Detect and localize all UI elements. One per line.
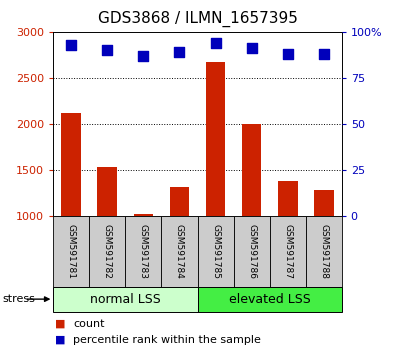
Text: percentile rank within the sample: percentile rank within the sample [73, 335, 261, 345]
Text: GSM591787: GSM591787 [283, 224, 292, 279]
Text: count: count [73, 319, 105, 329]
Point [213, 40, 219, 46]
Bar [278, 181, 297, 216]
Point [320, 51, 327, 57]
Text: GSM591788: GSM591788 [319, 224, 328, 279]
Bar [98, 167, 117, 216]
Text: ■: ■ [55, 319, 66, 329]
Text: GSM591781: GSM591781 [67, 224, 76, 279]
Bar [162, 216, 198, 287]
Bar [306, 216, 342, 287]
Text: GSM591785: GSM591785 [211, 224, 220, 279]
Bar [198, 287, 342, 312]
Bar [314, 190, 333, 216]
Point [140, 53, 147, 59]
Text: GSM591783: GSM591783 [139, 224, 148, 279]
Bar [89, 216, 126, 287]
Bar [206, 62, 226, 216]
Bar [198, 216, 233, 287]
Point [176, 49, 182, 55]
Text: GSM591786: GSM591786 [247, 224, 256, 279]
Bar [242, 124, 261, 216]
Point [68, 42, 75, 47]
Point [104, 47, 111, 53]
Bar [53, 287, 198, 312]
Text: stress: stress [2, 294, 35, 304]
Text: normal LSS: normal LSS [90, 293, 161, 306]
Text: ■: ■ [55, 335, 66, 345]
Bar [270, 216, 306, 287]
Text: GDS3868 / ILMN_1657395: GDS3868 / ILMN_1657395 [98, 11, 297, 27]
Point [248, 46, 255, 51]
Bar [169, 187, 189, 216]
Point [284, 51, 291, 57]
Text: elevated LSS: elevated LSS [229, 293, 310, 306]
Bar [233, 216, 270, 287]
Bar [53, 216, 89, 287]
Text: GSM591784: GSM591784 [175, 224, 184, 279]
Text: GSM591782: GSM591782 [103, 224, 112, 279]
Bar [126, 216, 162, 287]
Bar [134, 214, 153, 216]
Bar [62, 113, 81, 216]
